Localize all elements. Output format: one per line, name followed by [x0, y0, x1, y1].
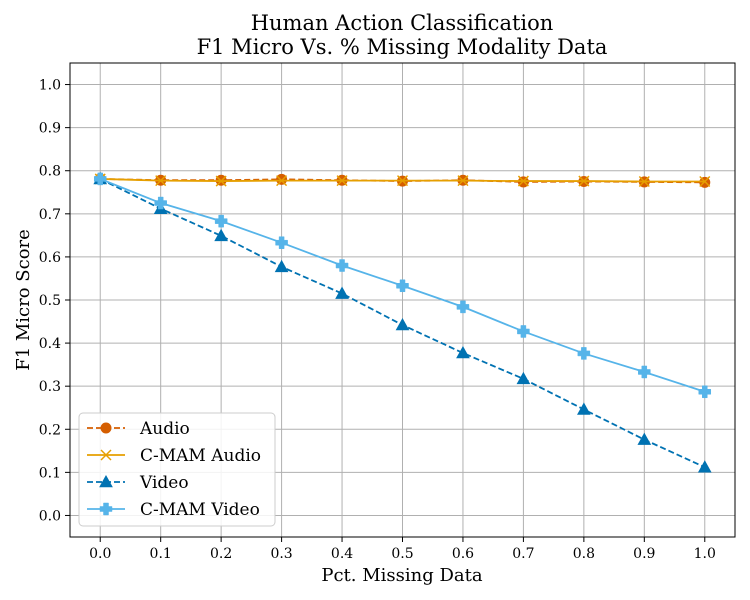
x-tick-label: 0.8: [573, 546, 595, 562]
x-tick-label: 0.0: [89, 546, 111, 562]
data-point: [214, 228, 228, 242]
y-tick-label: 0.0: [39, 508, 61, 524]
data-point: [335, 259, 349, 272]
y-axis-label: F1 Micro Score: [13, 229, 34, 371]
data-point: [396, 175, 409, 187]
y-tick-label: 0.7: [39, 207, 61, 223]
axis-ticks: 0.0 0.1 0.2 0.3 0.4 0.5 0.6 0.7 0.8 0.9 1.0 0.0 0.1 0…: [39, 78, 716, 562]
data-point: [577, 347, 591, 360]
data-point: [457, 175, 469, 187]
y-tick-label: 0.3: [39, 379, 61, 395]
data-point: [638, 175, 650, 188]
legend-box: [78, 412, 276, 527]
legend-marker: [99, 474, 113, 488]
data-point: [276, 173, 288, 185]
y-tick-label: 0.9: [39, 121, 61, 137]
x-tick-label: 0.7: [512, 546, 534, 562]
x-tick-label: 0.2: [210, 546, 232, 562]
data-point: [336, 175, 348, 187]
series-group: [93, 171, 712, 473]
legend-label: C-MAM Audio: [140, 446, 261, 466]
data-point: [456, 300, 470, 314]
data-point: [275, 236, 288, 249]
data-point: [456, 345, 470, 359]
data-point: [578, 175, 590, 187]
data-point: [214, 214, 228, 228]
y-tick-label: 0.5: [39, 293, 61, 309]
legend-marker: [99, 502, 113, 516]
x-tick-label: 0.9: [633, 546, 655, 562]
y-tick-label: 0.4: [39, 336, 61, 352]
x-tick-label: 0.6: [452, 546, 474, 562]
y-tick-label: 0.2: [39, 422, 61, 438]
chart-subtitle: F1 Micro Vs. % Missing Modality Data: [197, 35, 608, 59]
data-point: [699, 175, 711, 188]
data-point: [335, 286, 349, 299]
data-point: [517, 175, 529, 187]
data-point: [638, 365, 651, 379]
data-point: [154, 196, 167, 210]
data-point: [274, 259, 289, 273]
data-point: [697, 460, 712, 473]
data-point: [517, 325, 530, 338]
data-point: [215, 175, 227, 187]
plot-frame: [69, 62, 736, 538]
x-tick-label: 1.0: [694, 546, 716, 562]
legend: Audio C-MAM Audio Video C-MAM Video: [78, 412, 276, 527]
x-tick-label: 0.1: [150, 546, 172, 562]
chart-title: Human Action Classification: [251, 11, 554, 35]
y-tick-label: 0.6: [39, 250, 61, 266]
data-point: [155, 175, 167, 187]
x-axis-label: Pct. Missing Data: [321, 565, 483, 586]
data-point: [396, 279, 409, 293]
x-tick-label: 0.5: [391, 546, 413, 562]
y-tick-label: 1.0: [39, 78, 61, 94]
y-tick-label: 0.8: [39, 164, 61, 180]
data-point: [698, 385, 712, 399]
data-point: [516, 371, 531, 385]
data-point: [637, 432, 652, 445]
y-tick-label: 0.1: [39, 465, 61, 481]
legend-label: Audio: [139, 419, 190, 439]
x-tick-label: 0.3: [270, 546, 292, 562]
data-point: [577, 402, 591, 415]
data-point: [395, 317, 410, 331]
series-3: [93, 172, 712, 399]
legend-marker: [100, 422, 112, 434]
legend-label: C-MAM Video: [140, 500, 260, 520]
legend-label: Video: [139, 473, 189, 493]
data-point: [93, 172, 107, 186]
data-point: [276, 175, 288, 187]
x-tick-label: 0.4: [331, 546, 353, 562]
legend-marker: [100, 449, 112, 461]
series-1: [94, 173, 711, 188]
